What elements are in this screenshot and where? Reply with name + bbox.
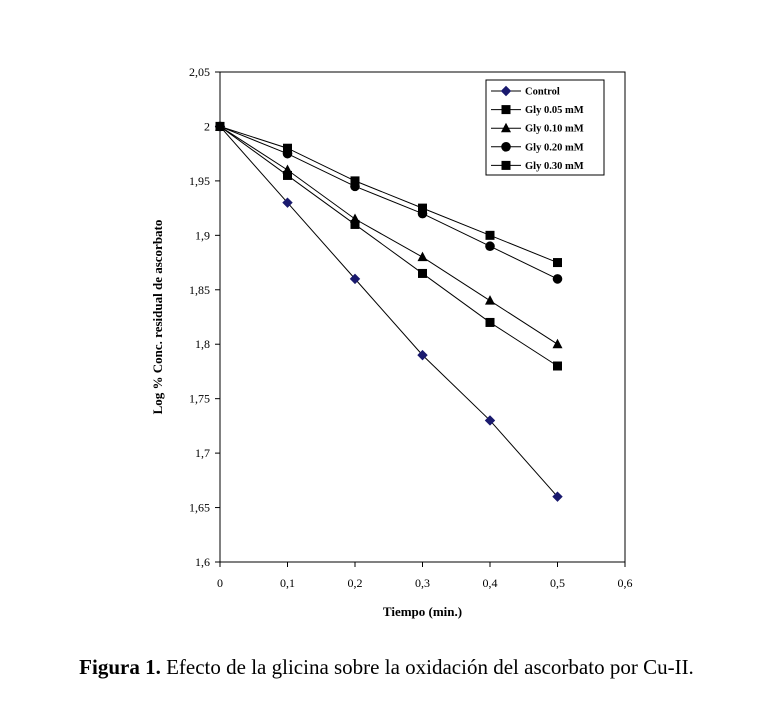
y-tick-label: 1,8 [195,337,210,351]
legend-marker [501,160,511,170]
data-point [485,230,495,240]
legend-label: Gly 0.05 mM [525,105,584,116]
data-point [418,268,427,278]
data-point [485,317,495,327]
y-tick-label: 1,85 [189,283,210,297]
legend-item: Control [491,85,560,98]
y-axis-label: Log % Conc. residual de ascorbato [150,220,165,415]
x-tick-label: 0 [217,576,223,590]
y-tick-label: 1,6 [195,555,210,569]
legend-item: Gly 0.20 mM [491,142,584,153]
data-point [553,258,562,268]
y-tick-label: 2 [204,119,210,133]
data-point [484,415,496,426]
series-line [219,126,558,367]
series-line [219,126,558,497]
data-point [283,143,292,153]
data-point [485,295,495,305]
legend-label: Gly 0.30 mM [525,161,584,172]
data-point [282,164,293,174]
data-point [350,213,360,223]
series-line [219,125,558,280]
y-tick-label: 1,9 [195,228,210,242]
figure-caption-label: Figura 1. [79,655,161,679]
data-point [417,251,428,262]
y-tick-label: 1,65 [189,501,210,515]
x-axis-label: Tiempo (min.) [383,604,462,619]
x-tick-label: 0,2 [348,576,363,590]
y-tick-label: 1,7 [195,446,210,460]
data-point [283,170,292,180]
figure-caption: Figura 1. Efecto de la glicina sobre la … [0,655,773,680]
x-tick-label: 0,3 [415,576,430,590]
legend-label: Gly 0.20 mM [525,142,584,153]
data-point [417,349,428,361]
data-point [552,491,563,502]
legend: Control Gly 0.05 mM Gly 0.10 mM Gly 0.20 mM… [485,79,605,176]
series-5 [215,121,562,268]
series-line [219,125,558,264]
y-axis: 1,6 1,65 1,7 1,75 1,8 1,85 1,9 1,95 2 2,05 [189,65,220,569]
legend-item: Gly 0.30 mM [491,160,584,172]
series-1 [214,121,563,502]
chart: 0 0,1 0,2 0,3 0,4 0,5 0,6 1,6 1,65 1,7 1,75 1,8 1,8… [150,65,633,619]
figure-caption-text: Efecto de la glicina sobre la oxidación … [166,655,694,679]
series-line [219,126,558,345]
legend-label: Control [525,87,560,98]
x-axis: 0 0,1 0,2 0,3 0,4 0,5 0,6 [217,562,633,590]
data-point [349,273,361,285]
data-point [215,121,225,131]
x-tick-label: 0,5 [550,576,565,590]
data-point [485,241,495,252]
y-tick-label: 1,75 [189,392,210,406]
data-point [350,219,360,229]
series-layer [214,120,563,502]
legend-item: Gly 0.05 mM [491,105,584,116]
y-tick-label: 2,05 [189,65,210,79]
data-point [418,203,427,213]
x-tick-label: 0,6 [618,576,633,590]
x-tick-label: 0,4 [483,576,498,590]
legend-marker [501,122,511,133]
legend-marker [501,105,511,115]
legend-item: Gly 0.10 mM [491,122,584,135]
data-point [552,338,563,349]
data-point [553,361,562,371]
data-point [282,197,293,208]
legend-label: Gly 0.10 mM [525,124,584,135]
legend-marker [501,142,511,152]
legend-marker [500,85,512,97]
y-tick-label: 1,95 [189,174,210,188]
data-point [350,176,360,186]
data-point [552,274,563,284]
x-tick-label: 0,1 [280,576,295,590]
